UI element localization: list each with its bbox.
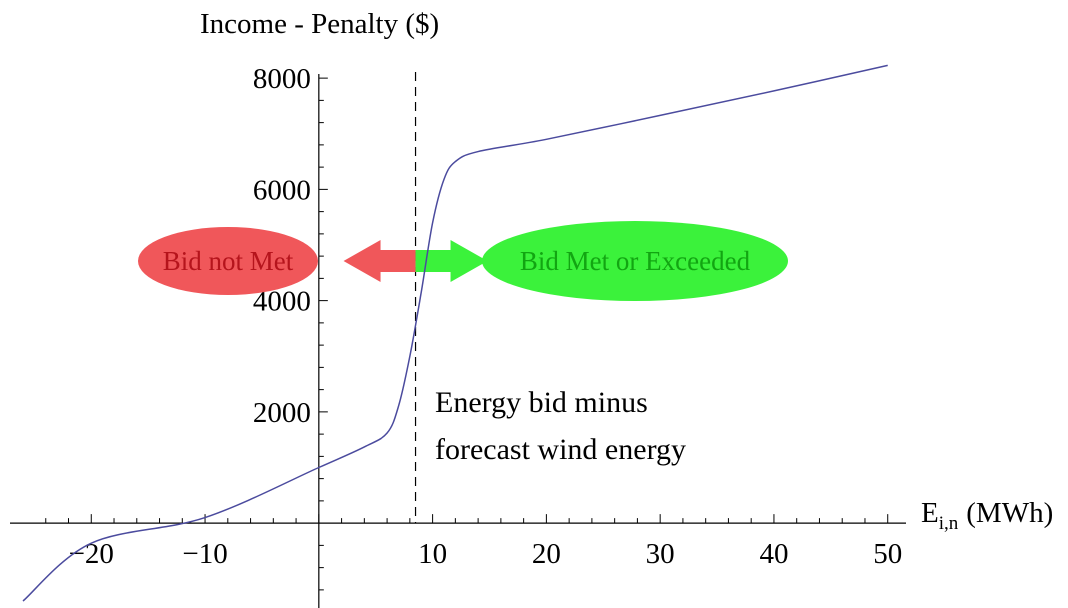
x-tick-label: 30 xyxy=(646,538,675,570)
bid-not-met-label: Bid not Met xyxy=(163,246,294,276)
left-arrow xyxy=(343,240,416,282)
x-axis-title: Ei,n (MWh) xyxy=(921,497,1053,534)
bid-not-met-bubble xyxy=(138,227,318,295)
x-tick-label: −10 xyxy=(182,538,227,570)
y-tick-label: 2000 xyxy=(253,397,311,429)
y-axis-title: Income - Penalty ($) xyxy=(200,8,439,40)
bid-met-bubble xyxy=(482,221,788,301)
right-arrow xyxy=(415,240,488,282)
y-tick-label: 6000 xyxy=(253,174,311,206)
x-tick-label: 10 xyxy=(418,538,447,570)
x-axis-title-main: E xyxy=(921,497,939,529)
x-axis-title-unit: (MWh) xyxy=(966,497,1053,529)
note-line-1: Energy bid minus xyxy=(435,386,648,419)
x-tick-label: 40 xyxy=(759,538,788,570)
x-axis-title-subscript: i,n xyxy=(939,513,959,534)
series-line xyxy=(22,64,888,602)
x-tick-label: 50 xyxy=(873,538,902,570)
note-line-2: forecast wind energy xyxy=(435,433,686,466)
bid-met-label: Bid Met or Exceeded xyxy=(520,246,751,276)
x-tick-label: 20 xyxy=(532,538,561,570)
y-tick-label: 8000 xyxy=(253,63,311,95)
